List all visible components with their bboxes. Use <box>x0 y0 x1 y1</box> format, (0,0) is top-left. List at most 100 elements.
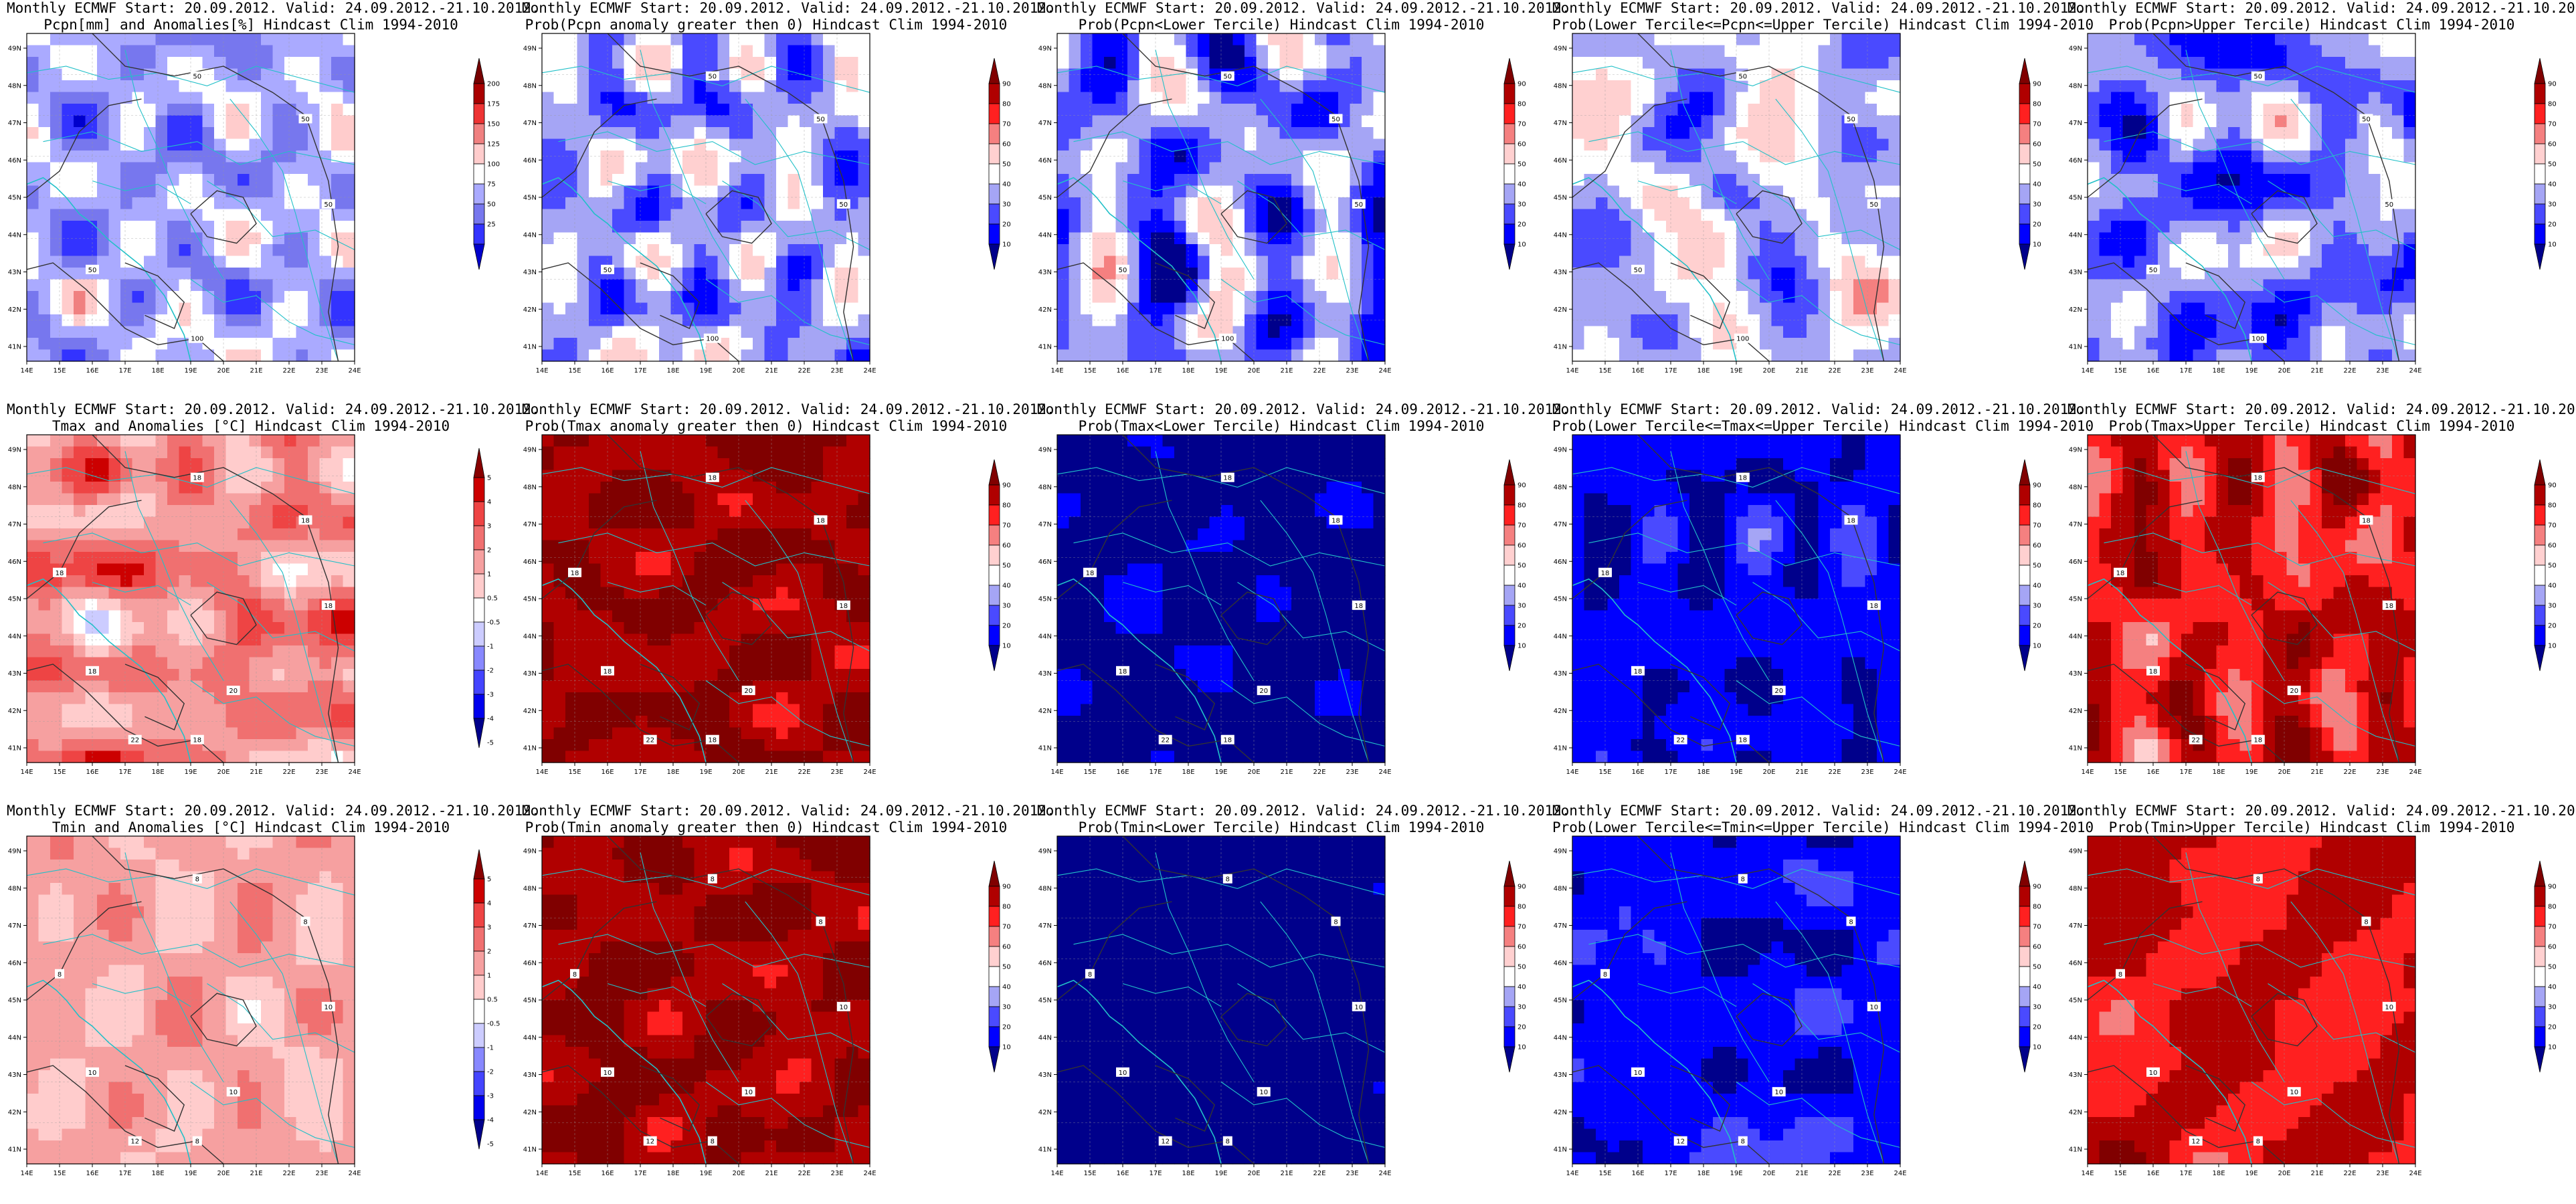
shaded-field <box>1572 836 1901 1165</box>
y-tick-label: 42N <box>8 708 21 715</box>
colorbar-tick-label: 70 <box>2033 924 2041 931</box>
y-tick-label: 43N <box>8 1072 21 1079</box>
contour-label: 8 <box>55 969 64 979</box>
colorbar-tick-label: 10 <box>2548 1044 2557 1051</box>
colorbar-tick-label: 70 <box>2548 522 2557 530</box>
y-tick-label: 43N <box>2069 670 2082 678</box>
y-tick-label: 44N <box>523 1034 537 1041</box>
x-tick-label: 22E <box>798 367 810 375</box>
colorbar-tick-label: 50 <box>2033 563 2041 570</box>
colorbar-tick-label: 40 <box>2548 984 2557 991</box>
colorbar-tick-label: 30 <box>2548 1004 2557 1011</box>
panel-title: Monthly ECMWF Start: 20.09.2012. Valid: … <box>1552 0 2094 33</box>
y-tick-label: 47N <box>1554 521 1567 528</box>
panel-title-line2: Prob(Tmax>Upper Tercile) Hindcast Clim 1… <box>2108 418 2515 434</box>
svg-text:50: 50 <box>1119 267 1127 274</box>
x-tick-label: 23E <box>2376 769 2389 776</box>
contour-label: 10 <box>1352 1001 1366 1011</box>
x-tick-label: 18E <box>1182 769 1194 776</box>
colorbar-tick-label: 50 <box>1002 964 1011 971</box>
coastline-borders <box>1572 49 1901 362</box>
y-tick-label: 44N <box>8 1034 21 1041</box>
y-tick-label: 49N <box>1554 45 1567 53</box>
y-tick-label: 49N <box>523 45 537 53</box>
y-tick-label: 42N <box>2069 708 2082 715</box>
map-plot: 18 18 18 18 18 18 20 22 14E 15E 16E 17E 18E 19E 20E 21E… <box>2069 434 2422 776</box>
y-tick-label: 47N <box>8 922 21 930</box>
x-tick-label: 20E <box>217 769 229 776</box>
colorbar-tick-label: 70 <box>1517 522 1526 530</box>
colorbar-tick-label: -3 <box>487 692 494 699</box>
grid-lines <box>1572 33 1900 361</box>
coastline-borders <box>541 451 870 763</box>
x-tick-label: 19E <box>1214 769 1227 776</box>
x-tick-label: 18E <box>2212 1170 2225 1177</box>
x-tick-label: 14E <box>535 769 548 776</box>
x-tick-label: 14E <box>1050 769 1063 776</box>
colorbar-tick-label: 80 <box>2033 502 2041 510</box>
colorbar-tick-label: 50 <box>487 201 496 209</box>
coastline-borders <box>2087 451 2416 763</box>
x-tick-label: 21E <box>765 769 777 776</box>
map-plot: 18 18 18 18 18 18 20 22 14E 15E 16E 17E 18E 19E 20E 21E… <box>1554 434 1907 776</box>
y-tick-label: 45N <box>1554 997 1567 1005</box>
x-tick-label: 15E <box>53 769 66 776</box>
x-tick-label: 19E <box>699 1170 712 1177</box>
x-tick-label: 17E <box>1664 1170 1677 1177</box>
x-tick-label: 21E <box>250 769 262 776</box>
x-tick-label: 15E <box>1083 769 1096 776</box>
contour-label: 10 <box>1257 1087 1271 1097</box>
y-tick-label: 45N <box>523 596 537 603</box>
colorbar-tick-label: 3 <box>487 924 491 932</box>
x-tick-label: 18E <box>151 367 164 375</box>
colorbar-tick-label: 30 <box>1517 1004 1526 1011</box>
x-tick-label: 17E <box>2179 769 2192 776</box>
y-tick-label: 47N <box>1038 922 1052 930</box>
contour-lines <box>1056 835 1370 1165</box>
contour-label: 22 <box>1673 734 1687 744</box>
svg-text:50: 50 <box>816 116 825 123</box>
y-tick-label: 43N <box>1038 1072 1052 1079</box>
shaded-field <box>542 836 870 1165</box>
x-tick-label: 19E <box>1214 367 1227 375</box>
colorbar-tick-label: 0.5 <box>487 997 498 1004</box>
grid-lines <box>2088 435 2415 763</box>
x-tick-label: 22E <box>1828 1170 1841 1177</box>
colorbar: 90 80 70 60 50 40 30 20 10 <box>2534 459 2557 672</box>
x-tick-label: 23E <box>830 769 843 776</box>
map-panel-tmax-prob-lower-tercile: Monthly ECMWF Start: 20.09.2012. Valid: … <box>1037 401 1570 803</box>
colorbar-tick-label: -4 <box>487 1117 494 1124</box>
colorbar-tick-label: 10 <box>1002 643 1011 650</box>
colorbar-tick-label: 20 <box>1517 1024 1526 1031</box>
contour-label: 10 <box>1116 1067 1129 1077</box>
contour-lines <box>1572 835 1885 1165</box>
x-tick-label: 23E <box>315 367 328 375</box>
y-tick-label: 41N <box>1038 1146 1052 1154</box>
x-tick-label: 21E <box>765 367 777 375</box>
x-tick-label: 19E <box>1214 1170 1227 1177</box>
colorbar-tick-label: 70 <box>2033 121 2041 128</box>
panel-title: Monthly ECMWF Start: 20.09.2012. Valid: … <box>1552 803 2094 836</box>
x-tick-label: 17E <box>1149 769 1162 776</box>
colorbar-tick-label: 50 <box>2548 964 2557 971</box>
contour-label: 18 <box>86 666 99 676</box>
colorbar-tick-label: 70 <box>1002 522 1011 530</box>
colorbar-tick-label: 10 <box>2033 241 2041 249</box>
y-tick-label: 42N <box>1554 708 1567 715</box>
x-tick-label: 15E <box>1598 769 1611 776</box>
x-tick-label: 15E <box>1598 1170 1611 1177</box>
y-tick-label: 41N <box>523 745 537 752</box>
shaded-field <box>2088 836 2416 1165</box>
map-plot: 50 50 50 50 100 14E 15E 16E 17E 18E 19E 20E 21E 22E 23… <box>8 33 361 375</box>
colorbar-tick-label: 200 <box>487 81 500 88</box>
y-tick-label: 49N <box>2069 848 2082 856</box>
x-tick-label: 20E <box>732 367 745 375</box>
panel-title-line1: Monthly ECMWF Start: 20.09.2012. Valid: … <box>1552 0 2086 16</box>
colorbar-tick-label: 40 <box>2033 984 2041 991</box>
contour-label: 12 <box>1158 1136 1172 1146</box>
colorbar-tick-label: 60 <box>1002 542 1011 550</box>
svg-text:50: 50 <box>1634 267 1643 274</box>
svg-text:50: 50 <box>88 267 97 274</box>
y-tick-label: 41N <box>8 745 21 752</box>
panel-title: Monthly ECMWF Start: 20.09.2012. Valid: … <box>2067 401 2576 435</box>
